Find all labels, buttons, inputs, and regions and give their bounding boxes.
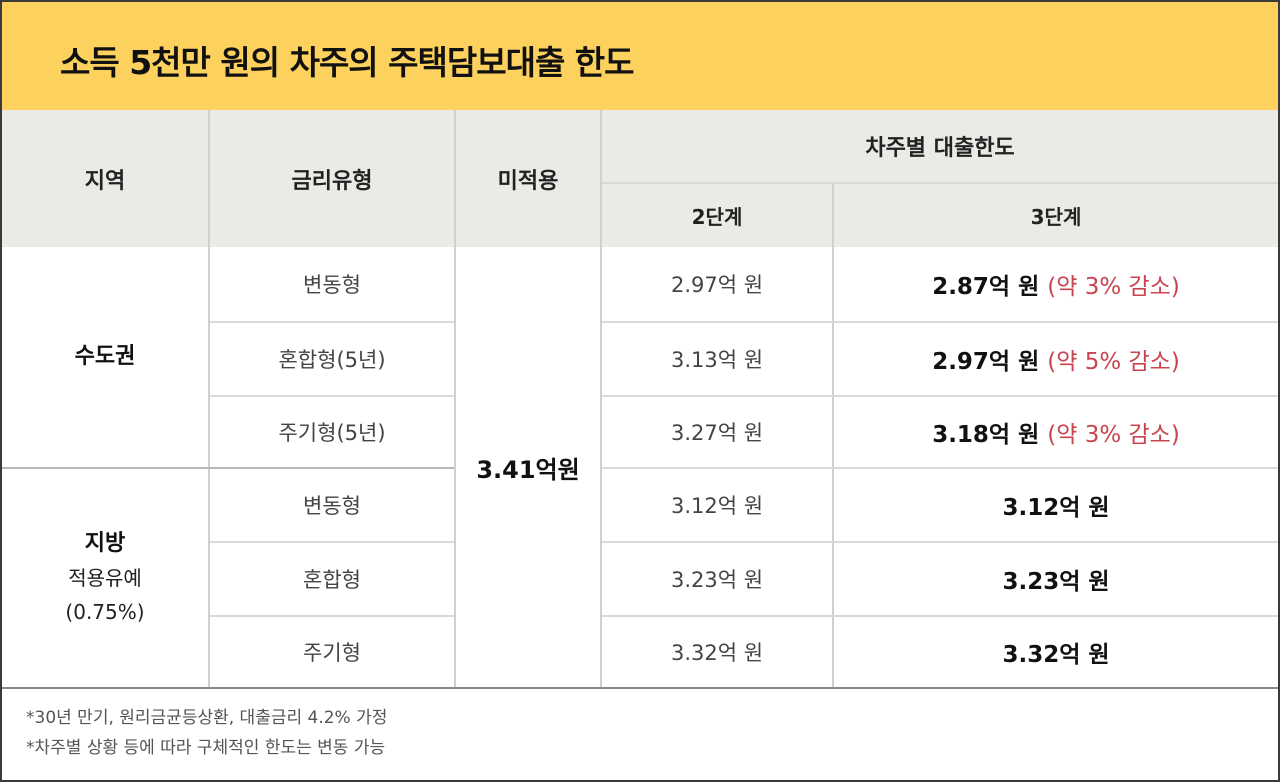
footnotes: *30년 만기, 원리금균등상환, 대출금리 4.2% 가정 *차주별 상황 등… (26, 703, 387, 763)
stage2-value: 3.27억 원 (670, 421, 764, 445)
divider (208, 110, 210, 687)
divider (210, 395, 454, 397)
stage3-value: 3.32억 원 (1002, 642, 1110, 668)
divider (454, 110, 456, 687)
header-region: 지역 (84, 168, 126, 194)
stage2-value: 3.32억 원 (670, 641, 764, 665)
decrease-note: (약 3% 감소) (1047, 274, 1180, 300)
stage3-cell: 2.97억 원 (약 5% 감소) (834, 323, 1278, 395)
region-local-name: 지방 (84, 531, 126, 556)
divider (602, 395, 1278, 397)
stage3-cell: 3.18억 원 (약 3% 감소) (834, 397, 1278, 467)
header-rate-type: 금리유형 (291, 168, 373, 194)
divider (210, 541, 454, 543)
stage3-value: 3.12억 원 (1002, 495, 1110, 521)
stage2-value: 3.23억 원 (670, 568, 764, 592)
divider (602, 182, 1278, 184)
divider (602, 467, 1278, 469)
divider (602, 541, 1278, 543)
footnote: *차주별 상황 등에 따라 구체적인 한도는 변동 가능 (26, 738, 386, 758)
stage2-value: 3.13억 원 (670, 348, 764, 372)
divider (832, 184, 834, 687)
rate-type-cell: 변동형 (303, 273, 361, 297)
divider (210, 321, 454, 323)
stage3-value: 3.18억 원 (932, 422, 1040, 448)
decrease-note: (약 5% 감소) (1047, 349, 1180, 375)
page-title: 소득 5천만 원의 차주의 주택담보대출 한도 (60, 43, 635, 82)
footnote: *30년 만기, 원리금균등상환, 대출금리 4.2% 가정 (26, 708, 388, 728)
rate-type-cell: 혼합형 (303, 568, 361, 592)
stage2-value: 3.12억 원 (670, 494, 764, 518)
region-capital: 수도권 (2, 247, 208, 467)
header-stage3: 3단계 (1030, 205, 1082, 229)
table-header (2, 110, 1278, 247)
divider (2, 467, 454, 469)
header-not-applied: 미적용 (497, 168, 559, 194)
stage3-value: 3.23억 원 (1002, 569, 1110, 595)
header-stage2: 2단계 (691, 205, 743, 229)
region-capital-name: 수도권 (74, 344, 136, 369)
divider (600, 110, 602, 687)
stage2-value: 2.97억 원 (670, 273, 764, 297)
header-limit-group: 차주별 대출한도 (865, 136, 1015, 161)
stage3-value: 2.97억 원 (932, 349, 1040, 375)
rate-type-cell: 주기형(5년) (278, 421, 386, 445)
divider (602, 615, 1278, 617)
region-local-rate: (0.75%) (65, 600, 145, 624)
stage3-value: 2.87억 원 (932, 274, 1040, 300)
divider (2, 687, 1278, 689)
rate-type-cell: 변동형 (303, 494, 361, 518)
rate-type-cell: 주기형 (303, 641, 361, 665)
region-local-note: 적용유예 (68, 566, 142, 590)
decrease-note: (약 3% 감소) (1047, 422, 1180, 448)
region-local: 지방 적용유예 (0.75%) (2, 469, 208, 687)
not-applied-value: 3.41억원 (476, 455, 580, 484)
divider (210, 615, 454, 617)
divider (602, 321, 1278, 323)
stage3-cell: 2.87억 원 (약 3% 감소) (834, 247, 1278, 321)
rate-type-cell: 혼합형(5년) (278, 348, 386, 372)
title-bar: 소득 5천만 원의 차주의 주택담보대출 한도 (2, 2, 1278, 110)
